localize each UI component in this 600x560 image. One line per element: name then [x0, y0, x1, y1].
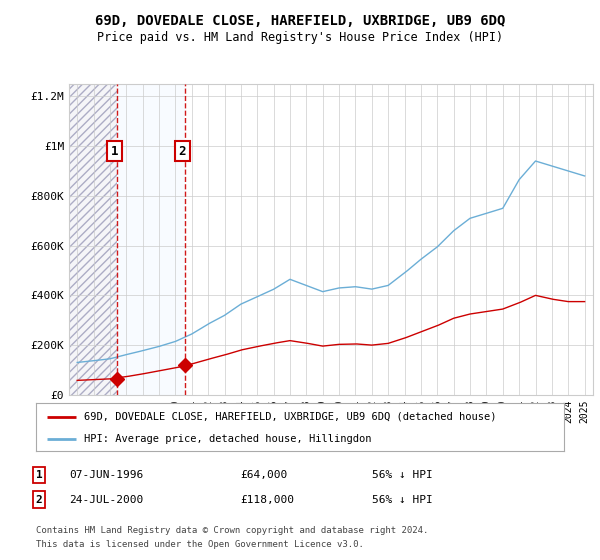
- Text: 2: 2: [178, 144, 186, 157]
- Text: 1: 1: [111, 144, 118, 157]
- Text: £64,000: £64,000: [240, 470, 287, 480]
- Text: HPI: Average price, detached house, Hillingdon: HPI: Average price, detached house, Hill…: [83, 434, 371, 444]
- Text: 07-JUN-1996: 07-JUN-1996: [69, 470, 143, 480]
- Bar: [69, 84, 117, 395]
- Text: This data is licensed under the Open Government Licence v3.0.: This data is licensed under the Open Gov…: [36, 540, 364, 549]
- Text: 69D, DOVEDALE CLOSE, HAREFIELD, UXBRIDGE, UB9 6DQ: 69D, DOVEDALE CLOSE, HAREFIELD, UXBRIDGE…: [95, 14, 505, 28]
- Bar: [117, 84, 185, 395]
- Bar: [69, 84, 117, 395]
- Text: Contains HM Land Registry data © Crown copyright and database right 2024.: Contains HM Land Registry data © Crown c…: [36, 526, 428, 535]
- Text: 24-JUL-2000: 24-JUL-2000: [69, 494, 143, 505]
- Text: 1: 1: [35, 470, 43, 480]
- Text: £118,000: £118,000: [240, 494, 294, 505]
- Text: 56% ↓ HPI: 56% ↓ HPI: [372, 470, 433, 480]
- Text: 2: 2: [35, 494, 43, 505]
- Text: Price paid vs. HM Land Registry's House Price Index (HPI): Price paid vs. HM Land Registry's House …: [97, 31, 503, 44]
- Text: 69D, DOVEDALE CLOSE, HAREFIELD, UXBRIDGE, UB9 6DQ (detached house): 69D, DOVEDALE CLOSE, HAREFIELD, UXBRIDGE…: [83, 412, 496, 422]
- Text: 56% ↓ HPI: 56% ↓ HPI: [372, 494, 433, 505]
